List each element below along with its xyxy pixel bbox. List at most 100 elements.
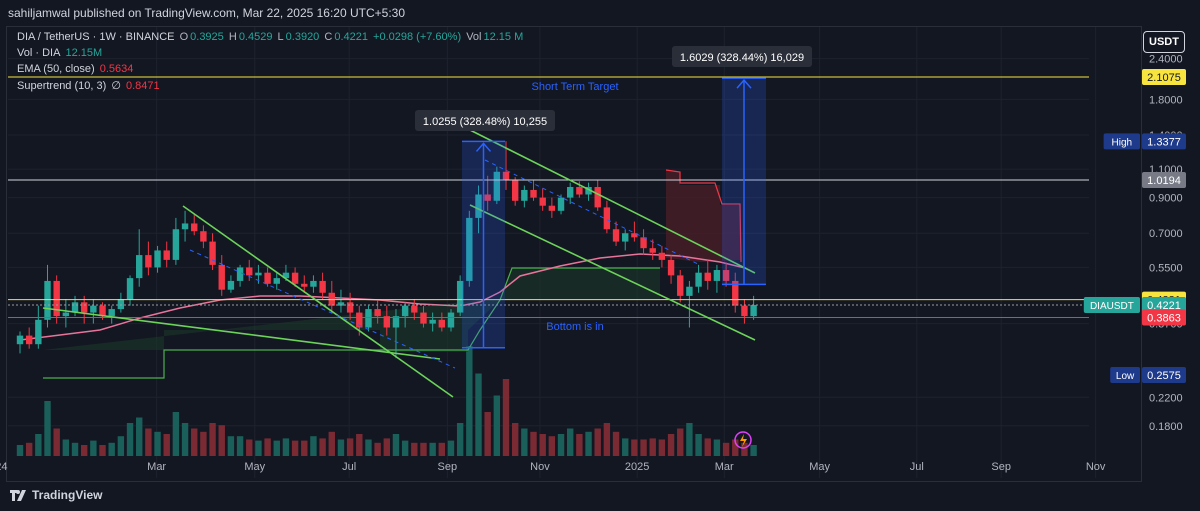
volume-bar: [466, 346, 473, 456]
candle-body: [218, 264, 225, 290]
time-axis-layer: 2024 Mar May Jul Sep Nov 2025 Mar May Jul Sep Nov: [0, 461, 1106, 473]
candle-body: [631, 233, 638, 238]
price-axis-label: 1.3377: [1147, 136, 1181, 148]
volume-bar: [603, 423, 611, 456]
candle-body: [640, 237, 647, 249]
volume-bar: [99, 445, 106, 456]
x-tick-label: Sep: [438, 461, 458, 473]
price-axis-label-bg: [1142, 367, 1186, 383]
legend-low: 0.3920: [285, 31, 320, 43]
candle-body: [713, 270, 721, 281]
drawings-layer: 1.0255 (328.48%) 10,255 1.6029 (328.44%) …: [8, 46, 1089, 449]
legend-ema-value: 0.5634: [99, 63, 134, 75]
candle-body: [548, 205, 556, 211]
candle-body: [411, 305, 418, 313]
candle-body: [71, 302, 79, 313]
volume-bar: [539, 434, 546, 456]
candle-body: [521, 189, 528, 201]
volume-bar: [667, 434, 675, 456]
x-tick-label: Jul: [910, 461, 924, 473]
volume-bar: [741, 442, 748, 456]
volume-bar: [44, 401, 51, 456]
y-tick-label: 2.4000: [1149, 54, 1183, 66]
y-tick-label: 0.9000: [1149, 193, 1183, 205]
volume-bar: [640, 439, 647, 456]
volume-bar: [750, 445, 757, 456]
volume-bar: [713, 439, 721, 456]
y-tick-label: 0.2200: [1149, 392, 1183, 404]
candle-body: [145, 255, 152, 268]
legend-close: 0.4221: [334, 31, 368, 43]
price-axis-tag-bg: [1103, 133, 1140, 150]
volume-bar: [117, 436, 125, 456]
candle-body: [695, 272, 702, 287]
price-axis-label: 0.2575: [1147, 370, 1181, 382]
x-tick-label: Mar: [147, 461, 166, 473]
legend-change: +0.0298 (+7.60%): [373, 31, 462, 43]
candle-body: [264, 272, 271, 284]
candle-body: [567, 186, 574, 198]
candle-body: [594, 186, 601, 208]
measure-label-box: [415, 110, 555, 131]
volume-bar: [594, 428, 601, 456]
candle-body: [310, 280, 317, 287]
volume-bar: [411, 442, 418, 456]
volume-bar: [337, 439, 345, 456]
tradingview-logo[interactable]: TradingView: [10, 488, 102, 502]
y-tick-label: 0.7000: [1149, 228, 1183, 240]
price-axis-label: 0.4221: [1147, 300, 1181, 312]
legend-open: 0.3925: [190, 31, 224, 43]
chart-frame[interactable]: [6, 26, 1142, 482]
legend-volume-row: Vol · DIA 12.15M: [17, 47, 104, 59]
tradingview-logo-icon: [10, 490, 26, 502]
candle-body: [557, 197, 565, 211]
candle-body: [741, 305, 748, 317]
candle-body: [126, 278, 134, 300]
volume-bar: [585, 431, 592, 456]
candle-body: [502, 171, 510, 180]
x-tick-label: Mar: [715, 461, 734, 473]
candle-body: [282, 272, 290, 279]
volume-bar: [622, 438, 629, 456]
volume-bar: [209, 423, 216, 456]
candle-body: [365, 309, 372, 328]
currency-button[interactable]: USDT: [1143, 31, 1185, 53]
legend-high-label: H: [228, 31, 237, 43]
candle-body: [99, 305, 106, 317]
channel-line: [182, 205, 454, 398]
supertrend-fill-layer: [43, 170, 740, 352]
candle-body: [576, 186, 583, 195]
measure-label: 1.6029 (328.44%) 16,029: [680, 52, 804, 64]
candle-body: [255, 272, 262, 276]
volume-bar: [429, 442, 436, 456]
candle-body: [16, 335, 24, 345]
publisher-bar: sahiljamwal published on TradingView.com…: [0, 0, 1200, 26]
price-axis-tag-bg: [1110, 367, 1140, 383]
legend-symbol: DIA / TetherUS · 1W · BINANCE: [17, 31, 175, 43]
volume-bar: [181, 423, 189, 456]
channel-line: [469, 204, 756, 341]
volume-bar: [420, 442, 427, 456]
measure-label-box: [672, 46, 812, 67]
candle-body: [200, 231, 207, 242]
volume-bar: [502, 379, 510, 456]
volume-bar: [273, 440, 280, 456]
volume-bar: [80, 445, 88, 456]
volume-bar: [658, 439, 666, 456]
x-tick-label: 2025: [625, 461, 649, 473]
supertrend-line-up: [43, 267, 660, 379]
candle-body: [191, 223, 198, 232]
candle-body: [291, 272, 299, 284]
price-axis-label-bg: [1142, 171, 1186, 188]
candle-body: [236, 267, 244, 281]
candle-body: [704, 272, 711, 281]
volume-bar: [163, 434, 170, 456]
volume-bar: [677, 428, 684, 456]
candle-body: [62, 312, 70, 317]
x-tick-label: Sep: [991, 461, 1011, 473]
volume-bar: [511, 423, 519, 456]
legend-open-label: O: [179, 31, 189, 43]
candles-layer: [16, 141, 757, 359]
candle-body: [438, 319, 446, 328]
